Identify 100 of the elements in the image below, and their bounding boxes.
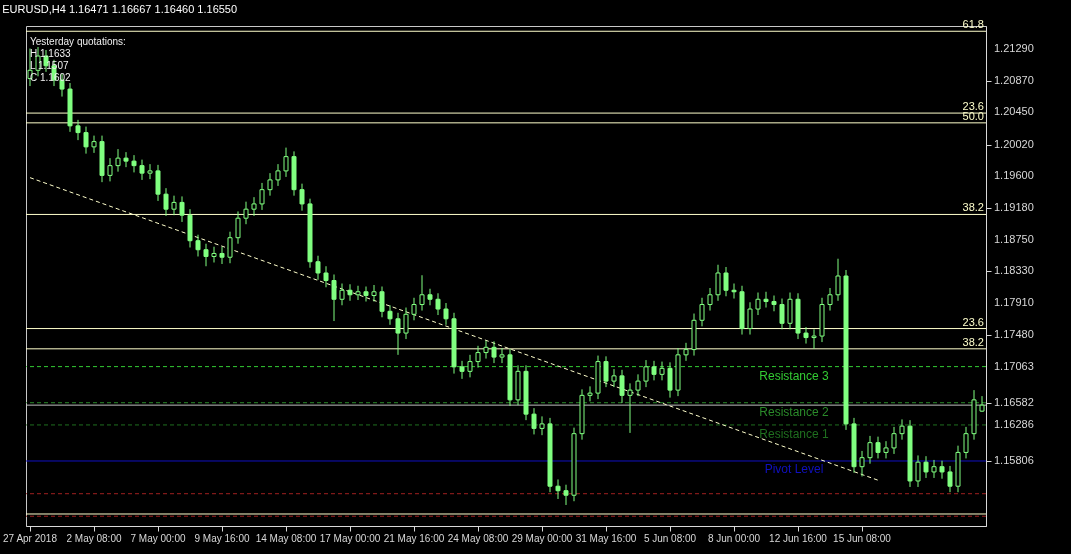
x-tick-label: 2 May 08:00 [66,532,122,544]
candlestick [627,382,633,434]
candlestick [643,359,649,388]
annotation: 23.6 [962,315,984,328]
annotation: 38.2 [962,201,984,214]
candlestick [219,246,225,265]
annotation: Yesterday quotations: [30,36,126,47]
y-tick-label: 1.19180 [994,200,1034,213]
y-tick-label: 1.15806 [994,453,1034,466]
candlestick [163,187,169,217]
y-tick-label: 1.18750 [994,232,1034,245]
y-tick-label: 1.18330 [994,264,1034,277]
candlestick [211,246,217,263]
x-tick-label: 27 Apr 2018 [3,532,58,544]
candlestick [339,283,345,306]
x-tick-label: 21 May 16:00 [383,532,445,544]
candlestick [195,234,201,257]
candlestick [155,164,161,202]
annotation: H 1.1633 [30,48,72,59]
y-tick-label: 1.20450 [994,105,1034,118]
y-tick-label: 1.16286 [994,417,1034,430]
candlestick [363,286,369,303]
candlestick [755,292,761,316]
candlestick [715,264,721,302]
chart-title: EURUSD,H4 1.16471 1.16667 1.16460 1.16550 [2,3,238,16]
candlestick [883,440,889,459]
x-tick-label: 29 May 00:00 [511,532,573,544]
x-tick-label: 9 May 16:00 [194,532,250,544]
candlestick [499,347,505,364]
candlestick [371,284,377,303]
candlestick [267,172,273,197]
y-tick-label: 1.16582 [994,395,1034,408]
x-tick-label: 24 May 08:00 [447,532,509,544]
candlestick [635,373,641,397]
candlestick [859,450,865,477]
candlestick [779,298,785,330]
candlestick [435,292,441,316]
candlestick [387,304,393,326]
ref-line-label: Resistance 2 [759,404,830,419]
candlestick [275,163,281,187]
candlestick [251,196,257,217]
candlestick [587,385,593,402]
candlestick [867,435,873,465]
candlestick [403,307,409,340]
candlestick [139,159,145,181]
candlestick [611,368,617,388]
candlestick [875,436,881,459]
candlestick [483,340,489,360]
ref-line-label: Resistance 3 [759,368,830,383]
candlestick [747,301,753,336]
candlestick [475,345,481,369]
candlestick [299,183,305,212]
candlestick [539,415,545,436]
candlestick [411,297,417,321]
ref-line-label: Resistance 1 [759,426,830,441]
candlestick [203,243,209,267]
candlestick [179,195,185,223]
x-tick-label: 12 Jun 16:00 [769,532,828,544]
candlestick [915,454,921,488]
candlestick [395,312,401,356]
y-tick-label: 1.17910 [994,296,1034,309]
candlestick [811,328,817,350]
candlestick [659,361,665,381]
candlestick [107,157,113,182]
x-tick-label: 14 May 08:00 [255,532,317,544]
candlestick [283,147,289,178]
candlestick [891,426,897,455]
candlestick [259,182,265,211]
candlestick [899,418,905,441]
candlestick [763,291,769,309]
candlestick [923,455,929,479]
candlestick [355,285,361,301]
candlestick [931,459,937,479]
candlestick [379,286,385,318]
candlestick [123,151,129,168]
candlestick [667,361,673,399]
candlestick [235,210,241,245]
y-tick-label: 1.20020 [994,137,1034,150]
candlestick [651,360,657,381]
x-tick-label: 5 Jun 08:00 [643,532,697,544]
x-tick-label: 15 Jun 08:00 [833,532,892,544]
candlestick [555,478,561,500]
candlestick [419,274,425,312]
candlestick [323,265,329,288]
x-tick-label: 8 Jun 00:00 [707,532,761,544]
candlestick [83,126,89,155]
annotation: 23.6 [962,100,984,113]
candlestick [443,302,449,326]
annotation: 38.2 [962,335,984,348]
x-tick-label: 17 May 00:00 [319,532,381,544]
candlestick [939,460,945,480]
candlestick [947,465,953,493]
candlestick [467,354,473,378]
candlestick [491,340,497,364]
candlestick [115,148,121,173]
candlestick [699,297,705,327]
candlestick [603,355,609,388]
candlestick [963,426,969,459]
candlestick [827,287,833,312]
ref-line-label: Pivot Level [764,461,824,476]
